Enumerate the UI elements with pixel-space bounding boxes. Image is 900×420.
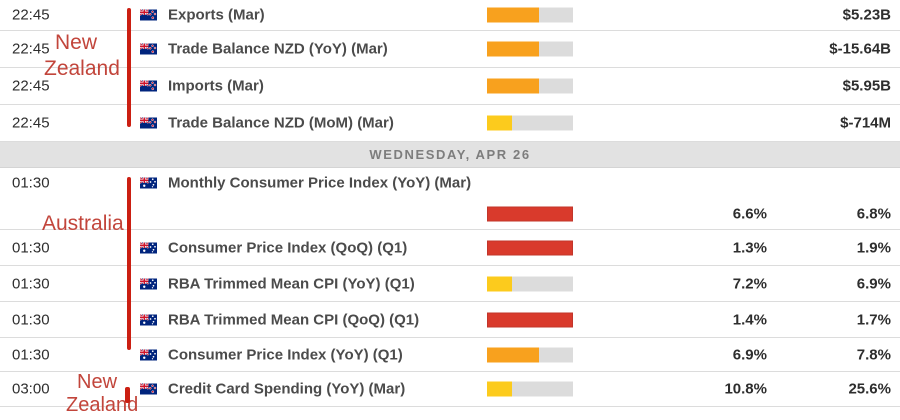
event-time: 22:45 xyxy=(12,6,50,24)
event-name-link[interactable]: Consumer Price Index (QoQ) (Q1) xyxy=(168,239,408,256)
annotation-label-new-zealand-top: Zealand xyxy=(44,57,120,80)
table-row[interactable]: 01:30 Consumer Price Index (YoY) (Q1) 6.… xyxy=(0,338,900,372)
event-name-link[interactable]: Credit Card Spending (YoY) (Mar) xyxy=(168,380,406,398)
table-row[interactable]: 22:45 Trade Balance NZD (MoM) (Mar) $-71… xyxy=(0,105,900,142)
annotation-line-australia xyxy=(127,177,131,350)
volatility-bar xyxy=(487,78,573,94)
table-row[interactable]: 01:30 Monthly Consumer Price Index (YoY)… xyxy=(0,168,900,230)
event-time: 03:00 xyxy=(12,380,50,398)
event-name-link[interactable]: Trade Balance NZD (YoY) (Mar) xyxy=(168,40,388,58)
volatility-bar xyxy=(487,347,573,362)
volatility-bar xyxy=(487,276,573,291)
volatility-bar xyxy=(487,240,573,255)
table-row[interactable]: 01:30 RBA Trimmed Mean CPI (QoQ) (Q1) 1.… xyxy=(0,302,900,338)
event-name-link[interactable]: RBA Trimmed Mean CPI (QoQ) (Q1) xyxy=(168,311,420,328)
previous-value: $5.23B xyxy=(842,6,891,24)
table-row[interactable]: 22:45 Imports (Mar) $5.95B xyxy=(0,68,900,105)
event-name-link[interactable]: Imports (Mar) xyxy=(168,77,264,95)
annotation-line-new-zealand-top xyxy=(127,8,131,127)
event-name-link[interactable]: Consumer Price Index (YoY) (Q1) xyxy=(168,346,403,363)
event-time: 01:30 xyxy=(12,174,50,192)
previous-value: 1.9% xyxy=(856,239,891,256)
event-time: 01:30 xyxy=(12,346,50,363)
date-header-label: WEDNESDAY, APR 26 xyxy=(369,147,531,162)
event-name-link[interactable]: RBA Trimmed Mean CPI (YoY) (Q1) xyxy=(168,275,415,292)
volatility-bar xyxy=(487,41,573,57)
new-zealand-flag-icon xyxy=(140,9,157,21)
event-name-link[interactable]: Exports (Mar) xyxy=(168,6,265,24)
event-time: 01:30 xyxy=(12,275,50,292)
annotation-label-new-zealand-top: New xyxy=(55,31,98,54)
previous-value: $5.95B xyxy=(842,77,891,95)
previous-value: 1.7% xyxy=(856,311,891,328)
event-time: 22:45 xyxy=(12,114,50,132)
new-zealand-flag-icon xyxy=(140,80,157,92)
previous-value: 7.8% xyxy=(856,346,891,363)
event-name-link[interactable]: Trade Balance NZD (MoM) (Mar) xyxy=(168,114,394,132)
australia-flag-icon xyxy=(140,177,157,189)
volatility-bar xyxy=(487,381,573,397)
bottom-spacer xyxy=(0,407,900,420)
volatility-bar xyxy=(487,206,573,222)
previous-value: 6.8% xyxy=(856,205,891,223)
annotation-label-new-zealand-bottom: Zealand xyxy=(66,394,139,416)
forecast-value: 7.2% xyxy=(732,275,767,292)
new-zealand-flag-icon xyxy=(140,43,157,55)
annotation-tick-new-zealand-bottom xyxy=(125,387,130,403)
date-header: WEDNESDAY, APR 26 xyxy=(0,142,900,168)
australia-flag-icon xyxy=(140,242,157,253)
volatility-bar xyxy=(487,115,573,131)
table-row[interactable]: 01:30 RBA Trimmed Mean CPI (YoY) (Q1) 7.… xyxy=(0,266,900,302)
forecast-value: 1.4% xyxy=(732,311,767,328)
volatility-bar xyxy=(487,7,573,23)
annotation-label-australia: Australia xyxy=(42,212,124,235)
previous-value: 25.6% xyxy=(848,380,891,398)
event-time: 01:30 xyxy=(12,311,50,328)
annotation-label-new-zealand-bottom: New xyxy=(77,371,118,393)
table-row[interactable]: 22:45 Trade Balance NZD (YoY) (Mar) $-15… xyxy=(0,31,900,68)
forecast-value: 6.9% xyxy=(732,346,767,363)
table-row[interactable]: 01:30 Consumer Price Index (QoQ) (Q1) 1.… xyxy=(0,230,900,266)
volatility-bar xyxy=(487,312,573,327)
previous-value: 6.9% xyxy=(856,275,891,292)
event-time: 22:45 xyxy=(12,40,50,58)
new-zealand-flag-icon xyxy=(140,383,157,395)
forecast-value: 1.3% xyxy=(732,239,767,256)
event-time: 01:30 xyxy=(12,239,50,256)
australia-flag-icon xyxy=(140,349,157,360)
previous-value: $-15.64B xyxy=(829,40,891,58)
table-row[interactable]: 22:45 Exports (Mar) $5.23B xyxy=(0,0,900,31)
event-name-link[interactable]: Monthly Consumer Price Index (YoY) (Mar) xyxy=(168,174,472,192)
new-zealand-flag-icon xyxy=(140,117,157,129)
previous-value: $-714M xyxy=(840,114,891,132)
australia-flag-icon xyxy=(140,314,157,325)
event-time: 22:45 xyxy=(12,77,50,95)
australia-flag-icon xyxy=(140,278,157,289)
table-row[interactable]: 03:00 Credit Card Spending (YoY) (Mar) 1… xyxy=(0,372,900,407)
forecast-value: 10.8% xyxy=(724,380,767,398)
forecast-value: 6.6% xyxy=(732,205,767,223)
